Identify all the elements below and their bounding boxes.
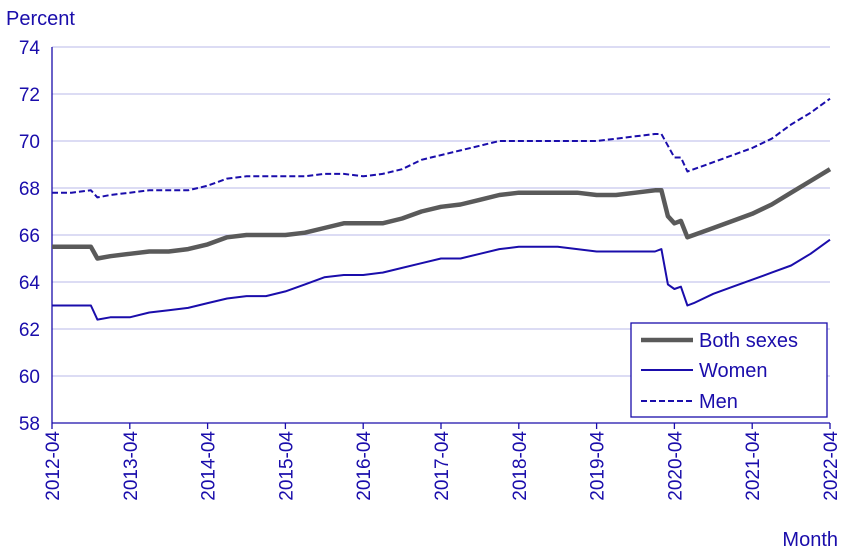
x-tick-label: 2015-04 [276,431,297,501]
y-tick-label: 72 [19,85,40,106]
gridlines [52,46,830,377]
y-axis-title: Percent [6,8,75,30]
series-lines [52,97,832,321]
series-line-both-sexes [52,167,832,261]
legend-label: Women [699,360,768,382]
series-line-women [52,238,831,321]
x-tick-label: 2016-04 [354,431,375,501]
x-tick-label: 2021-04 [743,431,764,501]
y-tick-label: 68 [19,179,40,200]
x-tick-label: 2020-04 [665,431,686,501]
x-tick-label: 2014-04 [199,431,220,501]
x-tick-label: 2012-04 [43,431,64,501]
x-tick-label: 2019-04 [588,431,609,501]
x-tick-label: 2013-04 [121,431,142,501]
legend-label: Men [699,391,738,413]
y-tick-label: 74 [19,38,41,59]
x-axis-title: Month [782,529,838,551]
y-tick-label: 58 [19,414,40,435]
series-line-men [52,97,831,199]
x-tick-label: 2017-04 [432,431,453,501]
x-tick-label: 2022-04 [821,431,842,501]
legend: Both sexes Women Men [630,322,828,418]
y-tick-label: 70 [19,132,40,153]
x-axis-ticks: 2012-04 2013-04 2014-04 2015-04 2016-04 2017-… [43,423,842,501]
y-tick-label: 62 [19,320,40,341]
legend-label: Both sexes [699,330,798,352]
y-tick-label: 64 [19,273,41,294]
y-tick-label: 66 [19,226,40,247]
x-tick-label: 2018-04 [510,431,531,501]
y-axis-ticks: 58 60 62 64 66 68 70 72 74 [19,38,41,435]
y-tick-label: 60 [19,367,40,388]
